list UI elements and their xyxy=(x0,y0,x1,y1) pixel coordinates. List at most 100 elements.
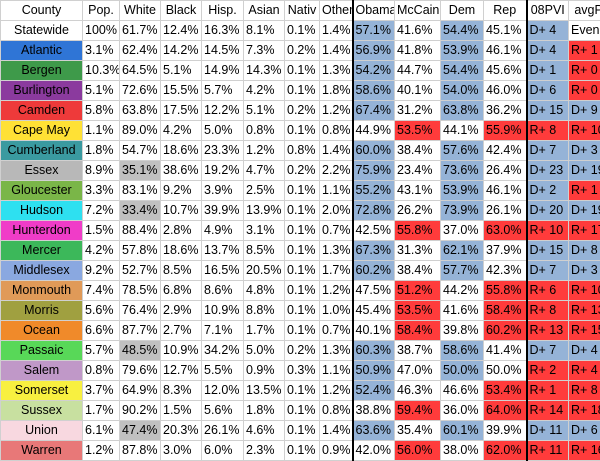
cell-rep[interactable]: 42.4% xyxy=(483,140,527,161)
cell-pop-[interactable]: 1.7% xyxy=(82,400,120,421)
cell-mccain[interactable]: 46.3% xyxy=(394,380,441,401)
cell-hisp-[interactable]: 7.1% xyxy=(201,320,244,341)
cell-08pvi[interactable]: D+ 7 xyxy=(525,140,569,161)
cell-dem[interactable]: 38.0% xyxy=(440,440,484,461)
county-name-cell[interactable]: Morris xyxy=(0,300,83,321)
column-header-county[interactable]: County xyxy=(0,0,83,21)
county-name-cell[interactable]: Atlantic xyxy=(0,40,83,61)
cell-rep[interactable]: 41.4% xyxy=(483,340,527,361)
cell-other[interactable]: 1.3% xyxy=(319,240,353,261)
county-name-cell[interactable]: Hudson xyxy=(0,200,83,221)
cell-asian[interactable]: 4.6% xyxy=(243,420,285,441)
cell-nativ[interactable]: 0.1% xyxy=(284,240,320,261)
cell-black[interactable]: 18.6% xyxy=(160,240,202,261)
cell-black[interactable]: 17.5% xyxy=(160,100,202,121)
cell-asian[interactable]: 14.3% xyxy=(243,60,285,81)
cell-black[interactable]: 5.1% xyxy=(160,60,202,81)
cell-pop-[interactable]: 100% xyxy=(82,20,120,41)
cell-pop-[interactable]: 3.3% xyxy=(82,180,120,201)
cell-dem[interactable]: 73.6% xyxy=(440,160,484,181)
cell-08pvi[interactable]: D+ 20 xyxy=(525,200,569,221)
cell-nativ[interactable]: 0.1% xyxy=(284,80,320,101)
cell-hisp-[interactable]: 26.1% xyxy=(201,420,244,441)
cell-hisp-[interactable]: 14.5% xyxy=(201,40,244,61)
cell-obama[interactable]: 40.1% xyxy=(351,320,395,341)
cell-white[interactable]: 83.1% xyxy=(119,180,161,201)
cell-mccain[interactable]: 31.2% xyxy=(394,100,441,121)
cell-obama[interactable]: 50.9% xyxy=(351,360,395,381)
cell-black[interactable]: 4.2% xyxy=(160,120,202,141)
cell-rep[interactable]: 53.4% xyxy=(483,380,527,401)
cell-black[interactable]: 2.7% xyxy=(160,320,202,341)
cell-other[interactable]: 0.7% xyxy=(319,220,353,241)
cell-mccain[interactable]: 51.2% xyxy=(394,280,441,301)
cell-nativ[interactable]: 0.1% xyxy=(284,280,320,301)
cell-nativ[interactable]: 0.1% xyxy=(284,20,320,41)
cell-nativ[interactable]: 0.1% xyxy=(284,440,320,461)
cell-mccain[interactable]: 23.4% xyxy=(394,160,441,181)
cell-hisp-[interactable]: 6.0% xyxy=(201,440,244,461)
cell-white[interactable]: 35.1% xyxy=(119,160,161,181)
column-header-other[interactable]: Other xyxy=(319,0,353,21)
cell-dem[interactable]: 41.6% xyxy=(440,300,484,321)
cell-pop-[interactable]: 1.5% xyxy=(82,220,120,241)
county-name-cell[interactable]: Mercer xyxy=(0,240,83,261)
cell-white[interactable]: 78.5% xyxy=(119,280,161,301)
cell-mccain[interactable]: 41.8% xyxy=(394,40,441,61)
cell-pop-[interactable]: 8.9% xyxy=(82,160,120,181)
cell-pop-[interactable]: 1.8% xyxy=(82,140,120,161)
cell-asian[interactable]: 13.5% xyxy=(243,380,285,401)
cell-rep[interactable]: 45.1% xyxy=(483,20,527,41)
cell-other[interactable]: 1.1% xyxy=(319,180,353,201)
cell-hisp-[interactable]: 12.0% xyxy=(201,380,244,401)
cell-mccain[interactable]: 47.0% xyxy=(394,360,441,381)
county-name-cell[interactable]: Gloucester xyxy=(0,180,83,201)
cell-asian[interactable]: 1.8% xyxy=(243,400,285,421)
cell-rep[interactable]: 64.0% xyxy=(483,400,527,421)
cell-mccain[interactable]: 44.7% xyxy=(394,60,441,81)
county-name-cell[interactable]: Salem xyxy=(0,360,83,381)
cell-avgpvi[interactable]: D+ 8 xyxy=(568,240,600,261)
cell-avgpvi[interactable]: D+ 4 xyxy=(568,340,600,361)
cell-pop-[interactable]: 9.2% xyxy=(82,260,120,281)
cell-rep[interactable]: 26.1% xyxy=(483,200,527,221)
cell-08pvi[interactable]: D+ 2 xyxy=(525,180,569,201)
column-header-pop-[interactable]: Pop. xyxy=(82,0,120,21)
cell-mccain[interactable]: 58.4% xyxy=(394,320,441,341)
cell-hisp-[interactable]: 39.9% xyxy=(201,200,244,221)
cell-black[interactable]: 10.7% xyxy=(160,200,202,221)
cell-black[interactable]: 12.4% xyxy=(160,20,202,41)
cell-other[interactable]: 1.2% xyxy=(319,380,353,401)
cell-white[interactable]: 64.9% xyxy=(119,380,161,401)
cell-pop-[interactable]: 1.1% xyxy=(82,120,120,141)
cell-nativ[interactable]: 0.1% xyxy=(284,380,320,401)
cell-08pvi[interactable]: D+ 15 xyxy=(525,240,569,261)
cell-white[interactable]: 48.5% xyxy=(119,340,161,361)
cell-nativ[interactable]: 0.2% xyxy=(284,40,320,61)
cell-black[interactable]: 2.8% xyxy=(160,220,202,241)
cell-08pvi[interactable]: R+ 11 xyxy=(525,440,569,461)
cell-white[interactable]: 79.6% xyxy=(119,360,161,381)
cell-asian[interactable]: 8.8% xyxy=(243,300,285,321)
cell-avgpvi[interactable]: D+ 19 xyxy=(568,160,600,181)
cell-black[interactable]: 14.2% xyxy=(160,40,202,61)
cell-asian[interactable]: 7.3% xyxy=(243,40,285,61)
cell-rep[interactable]: 37.9% xyxy=(483,240,527,261)
cell-pop-[interactable]: 5.8% xyxy=(82,100,120,121)
cell-dem[interactable]: 54.4% xyxy=(440,20,484,41)
cell-avgpvi[interactable]: R+ 10 xyxy=(568,280,600,301)
cell-rep[interactable]: 50.0% xyxy=(483,360,527,381)
cell-rep[interactable]: 45.6% xyxy=(483,60,527,81)
cell-obama[interactable]: 38.8% xyxy=(351,400,395,421)
cell-white[interactable]: 88.4% xyxy=(119,220,161,241)
cell-obama[interactable]: 47.5% xyxy=(351,280,395,301)
column-header-rep[interactable]: Rep xyxy=(483,0,527,21)
county-name-cell[interactable]: Camden xyxy=(0,100,83,121)
cell-pop-[interactable]: 10.3% xyxy=(82,60,120,81)
cell-obama[interactable]: 56.9% xyxy=(351,40,395,61)
cell-white[interactable]: 90.2% xyxy=(119,400,161,421)
cell-black[interactable]: 6.8% xyxy=(160,280,202,301)
cell-pop-[interactable]: 6.1% xyxy=(82,420,120,441)
cell-pop-[interactable]: 7.2% xyxy=(82,200,120,221)
cell-avgpvi[interactable]: D+ 6 xyxy=(568,420,600,441)
